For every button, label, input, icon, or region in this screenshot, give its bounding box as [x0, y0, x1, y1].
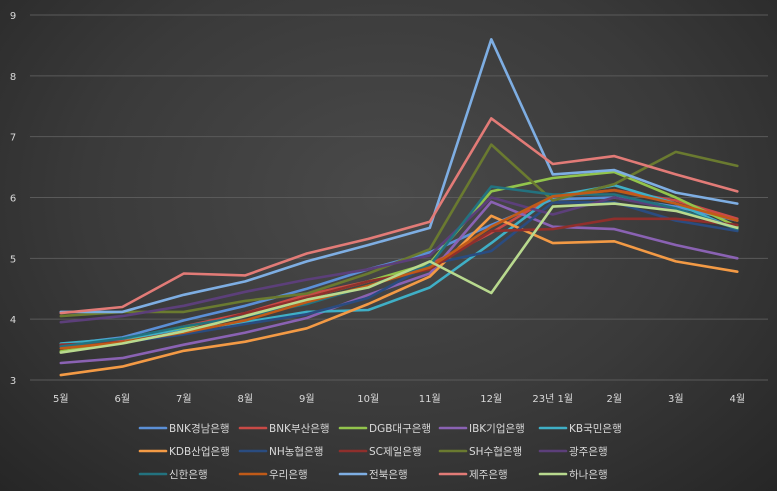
- legend-item: KB국민은행: [538, 423, 622, 435]
- x-tick-label: 11월: [419, 393, 441, 405]
- legend-label: 전북은행: [369, 469, 408, 481]
- legend-label: SC제일은행: [369, 445, 422, 458]
- legend-item: NH농협은행: [238, 445, 323, 458]
- legend-item: 우리은행: [238, 469, 308, 481]
- legend-item: DGB대구은행: [338, 423, 431, 435]
- x-tick-label: 12월: [480, 393, 502, 405]
- legend-label: 신한은행: [169, 469, 208, 481]
- x-tick-label: 5월: [53, 393, 69, 405]
- legend-label: 광주은행: [569, 446, 608, 458]
- y-tick-label: 6: [10, 194, 16, 205]
- x-tick-label: 10월: [357, 393, 379, 405]
- series-line-6: [59, 214, 739, 377]
- y-axis: 3 4 5 6 7 8 9: [10, 11, 16, 387]
- legend-label: BNK경남은행: [169, 422, 230, 435]
- series-line-15: [59, 202, 739, 354]
- series-line-10: [59, 196, 739, 324]
- y-tick-label: 4: [10, 315, 16, 326]
- legend-item: BNK부산은행: [238, 423, 330, 435]
- legend-item: 제주은행: [438, 469, 508, 481]
- x-tick-label: 7월: [176, 393, 192, 405]
- legend-item: SC제일은행: [338, 445, 422, 458]
- legend-label: BNK부산은행: [269, 423, 330, 435]
- y-tick-label: 9: [10, 11, 16, 22]
- y-tick-label: 3: [10, 376, 16, 387]
- x-axis: 5월 6월 7월 8월 9월 10월 11월 12월 23년 1월 2월 3월 4월: [53, 393, 745, 405]
- legend-label: DGB대구은행: [369, 423, 431, 435]
- x-tick-label: 6월: [114, 393, 130, 405]
- legend-label: IBK기업은행: [469, 422, 525, 435]
- legend-label: KB국민은행: [569, 423, 622, 435]
- legend-item: KDB산업은행: [138, 445, 230, 458]
- series-line-14: [59, 117, 739, 315]
- series-line-5: [59, 184, 739, 345]
- legend-label: 제주은행: [469, 469, 508, 481]
- y-tick-label: 5: [10, 254, 16, 265]
- series-line-11: [59, 185, 739, 348]
- series-line-12: [59, 188, 739, 350]
- x-tick-label: 23년 1월: [532, 393, 573, 405]
- legend-label: KDB산업은행: [169, 445, 230, 458]
- legend-item: 하나은행: [538, 468, 608, 481]
- x-tick-label: 2월: [606, 393, 622, 405]
- series-lines: [59, 37, 739, 377]
- gridlines: [30, 14, 768, 381]
- legend-label: 우리은행: [269, 469, 308, 481]
- legend-label: SH수협은행: [469, 445, 522, 458]
- legend-item: IBK기업은행: [438, 422, 525, 435]
- x-tick-label: 3월: [668, 393, 684, 405]
- legend-item: 신한은행: [138, 469, 208, 481]
- y-tick-label: 8: [10, 72, 16, 83]
- legend: BNK경남은행 BNK부산은행 DGB대구은행 IBK기업은행 KB국민은행 KDB산업은…: [138, 422, 622, 481]
- legend-item: BNK경남은행: [138, 422, 230, 435]
- legend-label: NH농협은행: [269, 445, 323, 458]
- series-line-13: [59, 37, 739, 314]
- x-tick-label: 4월: [729, 393, 745, 405]
- series-line-4: [59, 200, 739, 365]
- legend-item: 전북은행: [338, 469, 408, 481]
- y-tick-label: 7: [10, 133, 16, 144]
- series-line-2: [59, 188, 739, 348]
- x-tick-label: 9월: [299, 393, 315, 405]
- legend-item: 광주은행: [538, 446, 608, 458]
- x-tick-label: 8월: [237, 393, 253, 405]
- legend-label: 하나은행: [569, 468, 608, 481]
- legend-item: SH수협은행: [438, 445, 522, 458]
